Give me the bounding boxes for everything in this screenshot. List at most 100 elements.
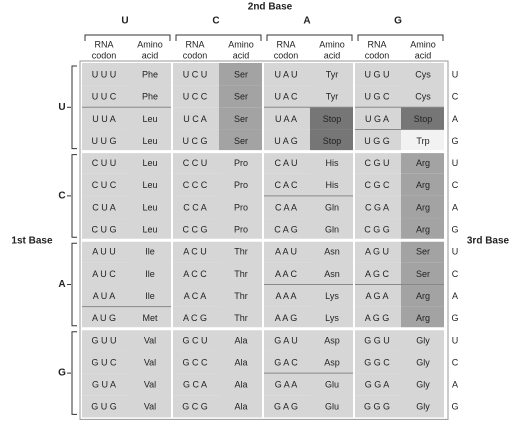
amino-acid: Ala bbox=[234, 335, 247, 345]
codon: A C C bbox=[183, 269, 207, 279]
codon: A A U bbox=[275, 247, 297, 257]
codon-header: codon bbox=[365, 50, 390, 60]
amino-acid: Lys bbox=[325, 291, 339, 301]
amino-acid: Met bbox=[142, 313, 158, 323]
codon: C C U bbox=[183, 158, 208, 168]
codon: U C C bbox=[183, 92, 208, 102]
amino-cell bbox=[401, 284, 444, 307]
codon: G U U bbox=[91, 335, 116, 345]
third-base-label: G bbox=[451, 313, 458, 323]
amino-cell bbox=[219, 218, 262, 241]
amino-acid: Ala bbox=[234, 402, 247, 412]
amino-acid: Glu bbox=[325, 402, 339, 412]
amino-acid: His bbox=[326, 180, 339, 190]
third-base-label: G bbox=[451, 225, 458, 235]
codon: U C U bbox=[183, 69, 208, 79]
codon-header: RNA bbox=[367, 39, 386, 49]
amino-cell bbox=[310, 85, 353, 108]
codon: G G U bbox=[364, 335, 390, 345]
codon: G A U bbox=[274, 335, 298, 345]
third-base-label: A bbox=[452, 380, 458, 390]
row-bracket bbox=[71, 331, 77, 415]
column-bracket bbox=[84, 34, 171, 41]
codon: U U A bbox=[92, 114, 116, 124]
codon: A C G bbox=[183, 313, 207, 323]
amino-cell bbox=[128, 328, 171, 351]
amino-acid: Ile bbox=[145, 247, 155, 257]
amino-acid: Arg bbox=[416, 202, 430, 212]
amino-cell bbox=[219, 240, 262, 263]
amino-acid: Thr bbox=[234, 269, 248, 279]
codon: U A G bbox=[274, 136, 298, 146]
codon: C U A bbox=[92, 202, 116, 212]
codon-header: RNA bbox=[276, 39, 295, 49]
codon: U G U bbox=[364, 69, 389, 79]
codon: C A G bbox=[274, 225, 298, 235]
amino-cell bbox=[128, 395, 171, 418]
codon: A G U bbox=[365, 247, 389, 257]
amino-cell bbox=[401, 63, 444, 86]
third-base-label: G bbox=[451, 136, 458, 146]
codon: G G G bbox=[364, 402, 390, 412]
amino-cell bbox=[310, 218, 353, 241]
codon: A U G bbox=[92, 313, 116, 323]
codon: A U C bbox=[92, 269, 116, 279]
amino-acid: Ser bbox=[416, 247, 430, 257]
codon: G U A bbox=[92, 380, 116, 390]
amino-acid: Arg bbox=[416, 225, 430, 235]
amino-acid: Thr bbox=[234, 291, 248, 301]
amino-acid: Tyr bbox=[326, 69, 339, 79]
codon: U U C bbox=[92, 92, 117, 102]
amino-acid: Asp bbox=[324, 335, 340, 345]
amino-acid: Stop bbox=[323, 136, 342, 146]
codon: A A A bbox=[275, 291, 296, 301]
codon: A U U bbox=[92, 247, 116, 257]
amino-cell bbox=[219, 284, 262, 307]
codon: A C A bbox=[184, 291, 207, 301]
amino-header: Amino bbox=[228, 39, 254, 49]
third-base-label: U bbox=[452, 69, 459, 79]
amino-acid: His bbox=[326, 158, 339, 168]
amino-cell bbox=[128, 306, 171, 329]
codon: G C A bbox=[183, 380, 207, 390]
third-base-label: G bbox=[451, 402, 458, 412]
amino-cell bbox=[310, 63, 353, 86]
third-base-label: A bbox=[452, 291, 458, 301]
codon-header: codon bbox=[274, 50, 299, 60]
codon: A A C bbox=[275, 269, 298, 279]
first-base-title: 1st Base bbox=[11, 236, 53, 247]
amino-acid: Stop bbox=[414, 114, 433, 124]
codon: C G C bbox=[364, 180, 390, 190]
codon: G G C bbox=[364, 357, 390, 367]
amino-cell bbox=[128, 129, 171, 152]
amino-cell bbox=[401, 306, 444, 329]
amino-cell bbox=[401, 195, 444, 219]
amino-cell bbox=[219, 173, 262, 196]
amino-cell bbox=[310, 395, 353, 418]
amino-acid: Leu bbox=[142, 136, 157, 146]
amino-acid: Trp bbox=[416, 136, 429, 146]
amino-cell bbox=[219, 262, 262, 285]
amino-cell bbox=[128, 284, 171, 307]
codon: G G A bbox=[365, 380, 390, 390]
amino-header: acid bbox=[142, 50, 159, 60]
amino-cell bbox=[128, 350, 171, 374]
amino-cell bbox=[219, 395, 262, 418]
first-base-label: A bbox=[58, 279, 65, 290]
amino-cell bbox=[401, 151, 444, 174]
amino-acid: Gly bbox=[416, 380, 430, 390]
first-base-label: C bbox=[58, 191, 65, 202]
codon: U C A bbox=[183, 114, 207, 124]
amino-acid: Pro bbox=[234, 158, 248, 168]
codon: G A A bbox=[275, 380, 298, 390]
amino-cell bbox=[128, 173, 171, 196]
second-base-label: C bbox=[212, 16, 219, 27]
amino-header: acid bbox=[415, 50, 432, 60]
amino-cell bbox=[128, 151, 171, 174]
amino-header: Amino bbox=[410, 39, 436, 49]
third-base-label: C bbox=[452, 92, 459, 102]
amino-cell bbox=[310, 107, 353, 130]
amino-acid: Val bbox=[144, 402, 156, 412]
row-bracket bbox=[71, 154, 77, 238]
